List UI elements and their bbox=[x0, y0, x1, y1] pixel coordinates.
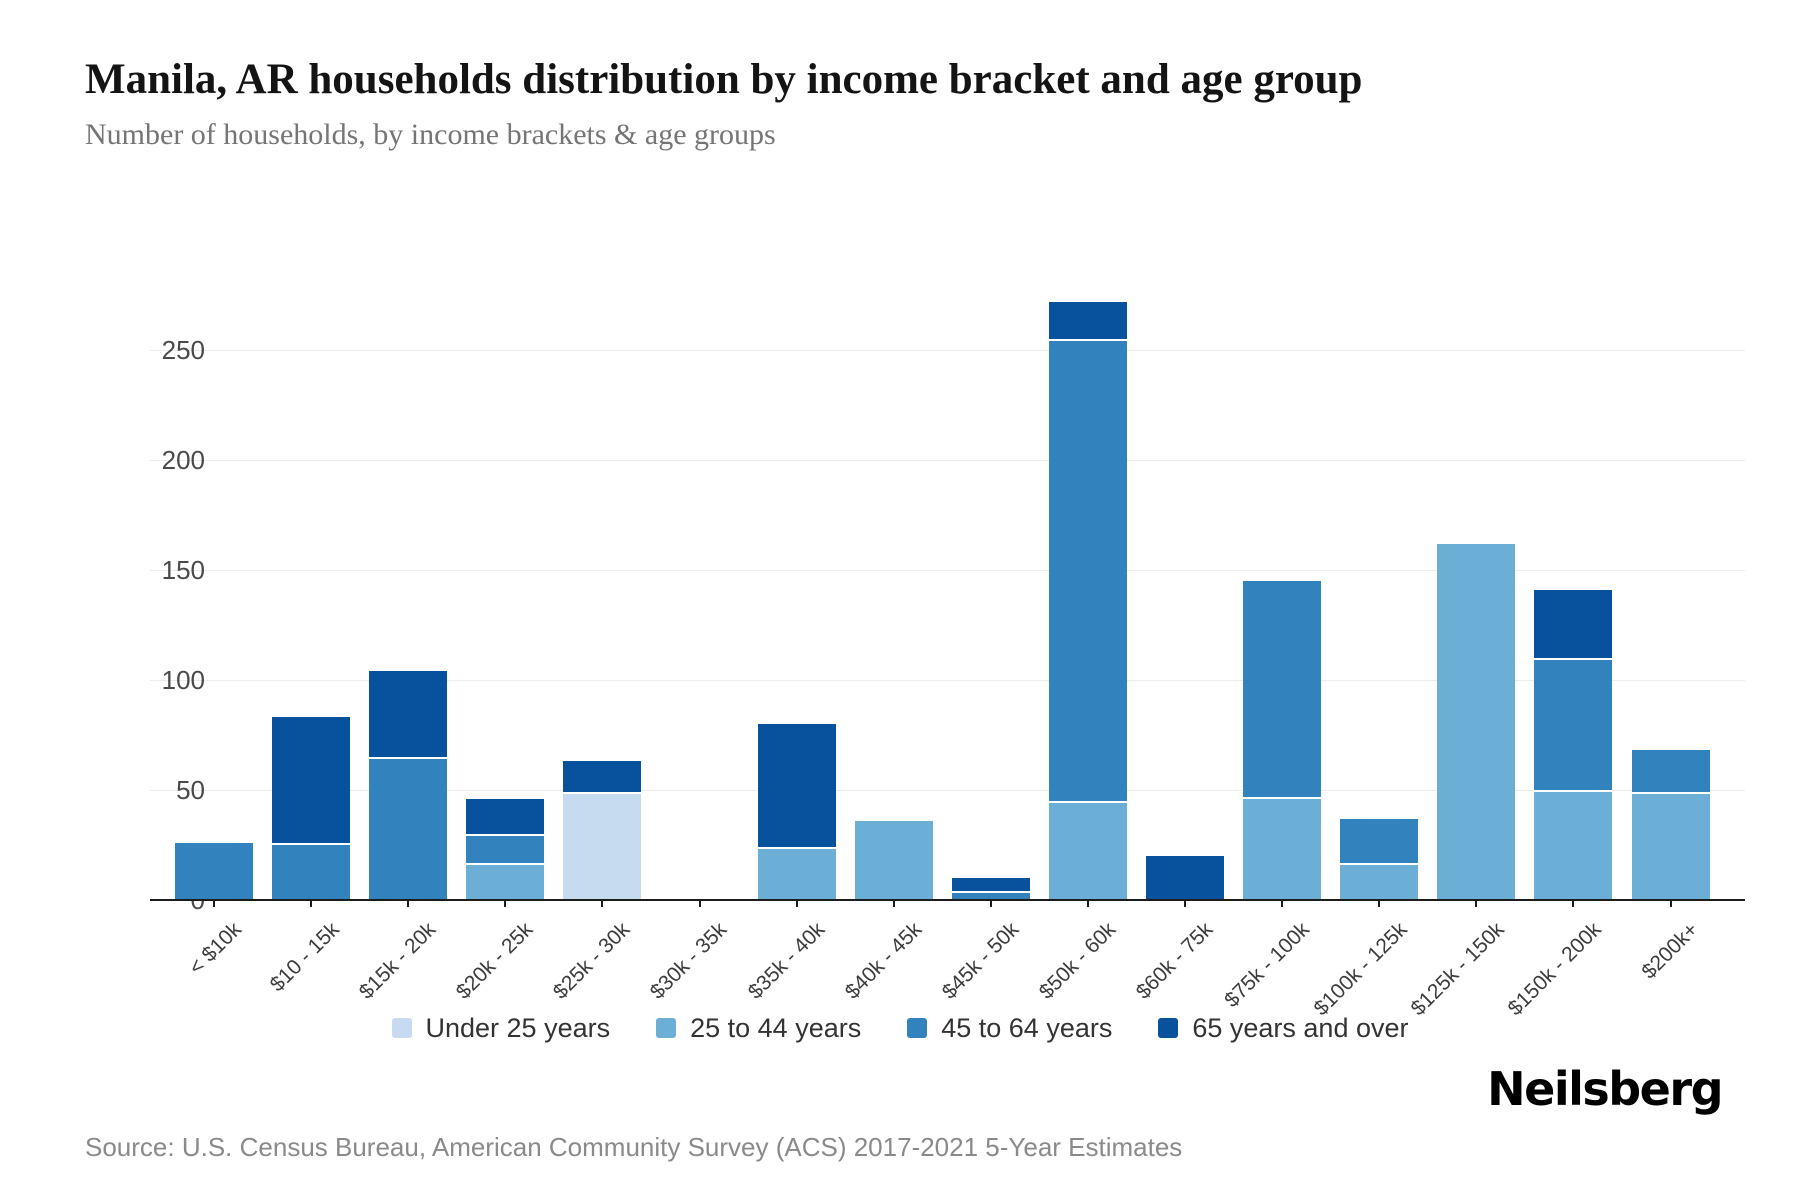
bar-segment[interactable] bbox=[563, 794, 642, 900]
bar-segment[interactable] bbox=[951, 878, 1030, 894]
bar-segment[interactable] bbox=[1631, 750, 1710, 795]
y-gridline bbox=[150, 460, 1745, 461]
bar-segment[interactable] bbox=[1340, 864, 1419, 900]
bar-segment[interactable] bbox=[272, 845, 351, 900]
y-axis-tick-label: 200 bbox=[161, 445, 205, 475]
source-attribution: Source: U.S. Census Bureau, American Com… bbox=[85, 1132, 1183, 1162]
bar-$75k - 100k[interactable] bbox=[1243, 0, 1322, 1200]
bar-segment[interactable] bbox=[466, 798, 545, 837]
y-axis-tick-label: 250 bbox=[161, 335, 205, 365]
bar-< $10k[interactable] bbox=[175, 0, 253, 1200]
legend-label: 65 years and over bbox=[1192, 1012, 1409, 1043]
bar-segment[interactable] bbox=[466, 864, 545, 900]
bar-segment[interactable] bbox=[272, 717, 351, 845]
bar-segment[interactable] bbox=[1631, 794, 1710, 900]
y-gridline bbox=[150, 350, 1745, 351]
legend-item[interactable]: Under 25 years bbox=[391, 1012, 611, 1044]
bar-segment[interactable] bbox=[1534, 589, 1613, 661]
bar-$10 - 15k[interactable] bbox=[272, 0, 351, 1200]
bar-segment[interactable] bbox=[1048, 803, 1127, 900]
bar-$40k - 45k[interactable] bbox=[854, 0, 933, 1200]
x-axis-tick bbox=[1572, 900, 1575, 907]
bar-$200k+[interactable] bbox=[1631, 0, 1710, 1200]
bar-segment[interactable] bbox=[563, 761, 642, 795]
legend-label: Under 25 years bbox=[425, 1012, 611, 1043]
bar-$100k - 125k[interactable] bbox=[1340, 0, 1419, 1200]
x-axis-tick bbox=[310, 900, 313, 907]
bar-$125k - 150k[interactable] bbox=[1437, 0, 1516, 1200]
legend-swatch-icon bbox=[391, 1018, 412, 1038]
bar-segment[interactable] bbox=[951, 893, 1030, 900]
bar-segment[interactable] bbox=[1340, 818, 1419, 865]
bar-segment[interactable] bbox=[369, 671, 448, 760]
legend-item[interactable]: 25 to 44 years bbox=[656, 1013, 861, 1044]
x-axis-tick bbox=[1184, 900, 1186, 907]
y-axis-tick-label: 100 bbox=[161, 665, 205, 695]
legend-swatch-icon bbox=[1158, 1018, 1179, 1038]
x-axis-tick bbox=[601, 900, 604, 907]
y-axis-tick-label: 50 bbox=[176, 775, 205, 805]
x-axis-tick bbox=[1378, 900, 1381, 907]
chart-title: Manila, AR households distribution by in… bbox=[85, 56, 1363, 103]
bar-segment[interactable] bbox=[1243, 798, 1322, 900]
bar-segment[interactable] bbox=[854, 820, 933, 900]
neilsberg-logo: Neilsberg bbox=[1487, 1062, 1723, 1116]
legend-label: 45 to 64 years bbox=[941, 1012, 1113, 1043]
bar-$150k - 200k[interactable] bbox=[1534, 0, 1613, 1200]
bar-segment[interactable] bbox=[757, 724, 836, 850]
legend: Under 25 years 25 to 44 years 45 to 64 yea… bbox=[0, 1008, 1800, 1048]
y-gridline bbox=[150, 570, 1745, 571]
x-axis-tick bbox=[1475, 900, 1478, 907]
x-axis-line bbox=[150, 899, 1745, 901]
x-axis-tick bbox=[1086, 900, 1089, 907]
y-gridline bbox=[150, 790, 1745, 791]
x-axis-tick bbox=[795, 900, 798, 907]
legend-label: 25 to 44 years bbox=[690, 1012, 862, 1043]
bar-segment[interactable] bbox=[1048, 301, 1127, 342]
legend-item[interactable]: 65 years and over bbox=[1158, 1012, 1409, 1044]
x-axis-tick bbox=[1281, 900, 1284, 907]
legend-swatch-icon bbox=[656, 1018, 677, 1038]
x-axis-tick bbox=[892, 900, 895, 907]
bar-$20k - 25k[interactable] bbox=[466, 0, 545, 1200]
bar-$15k - 20k[interactable] bbox=[369, 0, 448, 1200]
y-axis-tick-label: 150 bbox=[161, 555, 205, 585]
bar-segment[interactable] bbox=[175, 842, 253, 900]
x-axis-tick bbox=[504, 900, 507, 907]
bar-segment[interactable] bbox=[466, 836, 545, 865]
bar-$60k - 75k[interactable] bbox=[1146, 0, 1224, 1200]
bar-segment[interactable] bbox=[1534, 792, 1613, 900]
bar-segment[interactable] bbox=[369, 759, 448, 900]
y-gridline bbox=[150, 680, 1745, 681]
legend-swatch-icon bbox=[907, 1018, 928, 1038]
chart-subtitle: Number of households, by income brackets… bbox=[85, 118, 776, 151]
x-axis-tick bbox=[698, 900, 701, 907]
bar-$50k - 60k[interactable] bbox=[1048, 0, 1127, 1200]
bar-segment[interactable] bbox=[1534, 660, 1613, 793]
bar-segment[interactable] bbox=[1146, 856, 1224, 900]
bar-$25k - 30k[interactable] bbox=[563, 0, 642, 1200]
bar-segment[interactable] bbox=[757, 849, 836, 900]
x-axis-tick bbox=[1669, 900, 1672, 907]
x-axis-tick bbox=[213, 900, 215, 907]
bar-$35k - 40k[interactable] bbox=[757, 0, 836, 1200]
x-axis-tick bbox=[989, 900, 992, 907]
bar-segment[interactable] bbox=[1243, 581, 1322, 799]
bar-segment[interactable] bbox=[1048, 341, 1127, 804]
x-axis-tick bbox=[407, 900, 410, 907]
bar-$45k - 50k[interactable] bbox=[951, 0, 1030, 1200]
bar-segment[interactable] bbox=[1437, 543, 1516, 900]
legend-item[interactable]: 45 to 64 years bbox=[907, 1013, 1112, 1044]
